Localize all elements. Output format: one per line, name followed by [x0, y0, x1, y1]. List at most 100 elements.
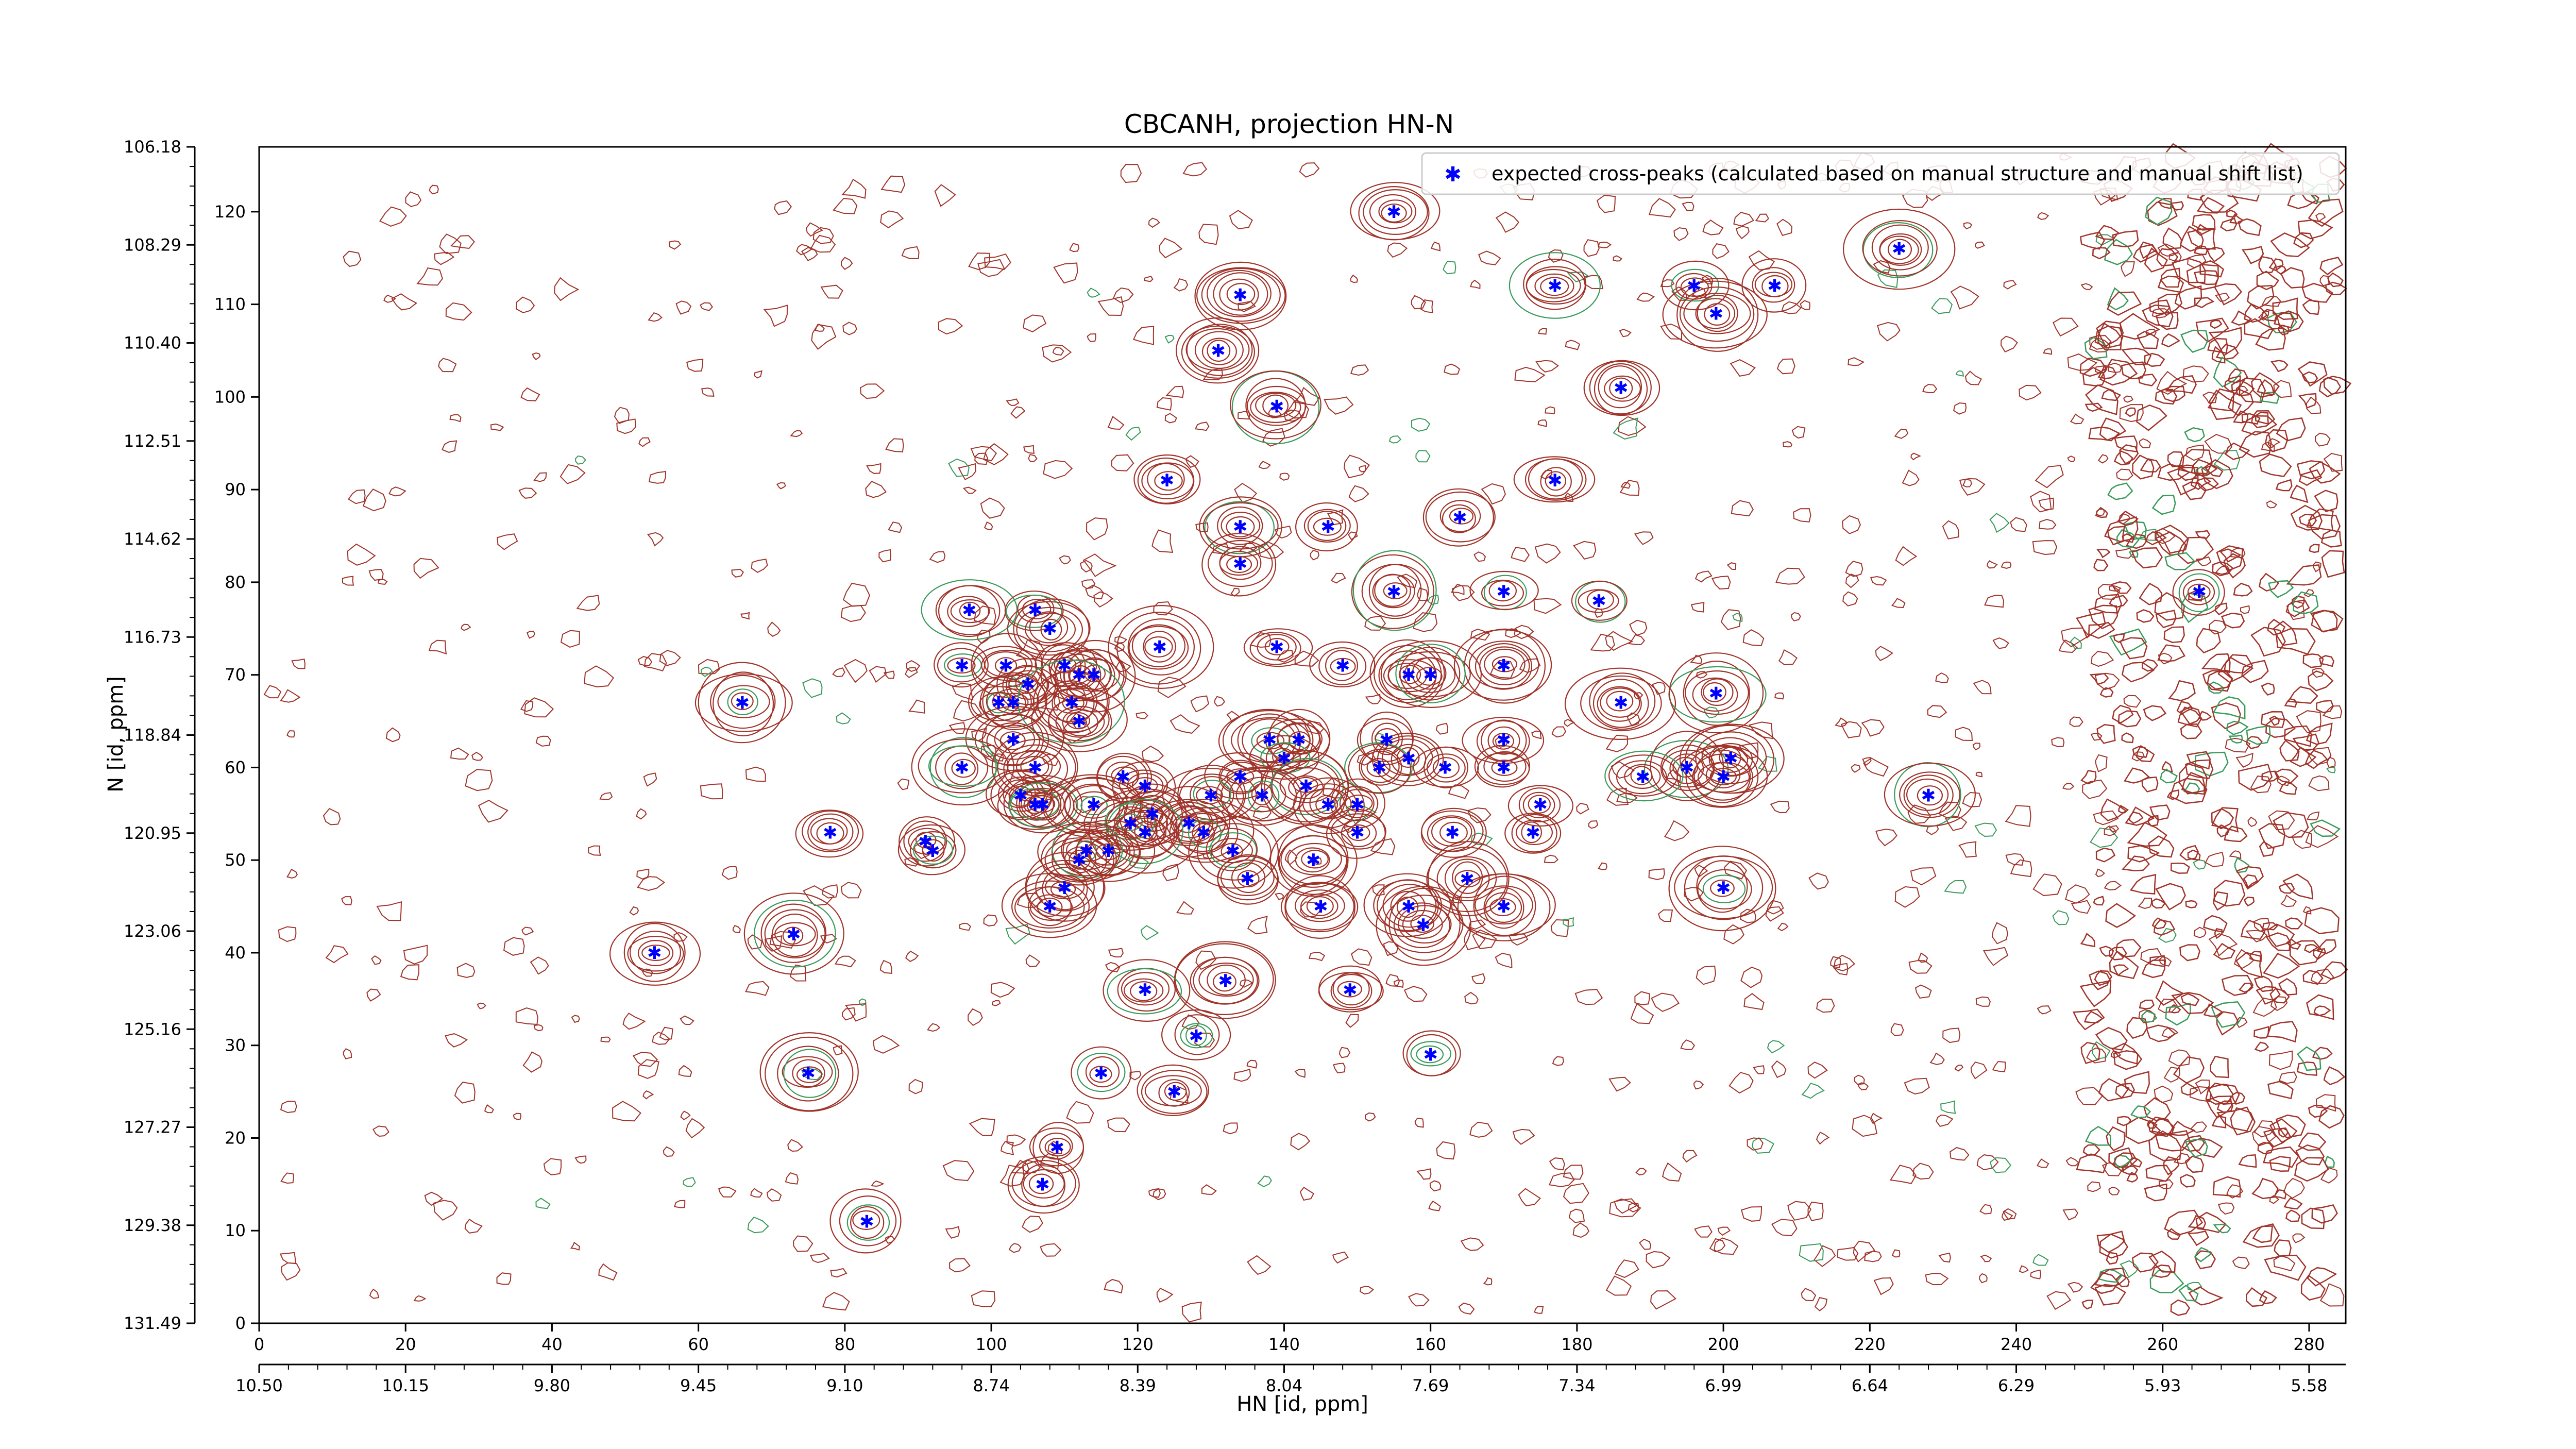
contour-line: [527, 630, 536, 639]
peak-contour: [1023, 1169, 1065, 1199]
contour-line: [1973, 680, 1992, 695]
peak-contour: [1134, 821, 1158, 843]
contour-line: [2182, 365, 2209, 383]
y-ppm-tick-label: 106.18: [124, 137, 181, 157]
contour-line: [1125, 427, 1141, 441]
contour-line: [342, 576, 354, 586]
contour-line: [1693, 1080, 1704, 1090]
contour-line: [731, 568, 744, 578]
contour-line: [2112, 704, 2134, 724]
contour-line: [2235, 752, 2253, 768]
y-ppm-tick-label: 108.29: [124, 235, 181, 255]
contour-line: [1833, 954, 1855, 972]
contour-line: [1085, 584, 1104, 600]
contour-line: [2283, 1197, 2303, 1210]
contour-line: [2215, 344, 2239, 360]
contour-line: [1712, 243, 1730, 259]
y-ppm-tick-label: 131.49: [124, 1313, 181, 1333]
contour-line: [2210, 1055, 2229, 1079]
contour-line: [1450, 583, 1465, 595]
contour-line: [497, 533, 518, 550]
contour-line: [2217, 656, 2254, 683]
contour-line: [1435, 722, 1449, 735]
peak-contour: [1422, 488, 1494, 547]
contour-line: [908, 699, 925, 714]
contour-line: [413, 558, 439, 579]
peak-contour: [846, 1204, 890, 1241]
contour-line: [1771, 1060, 1787, 1079]
peak-contour: [731, 692, 754, 711]
contour-line: [2232, 1256, 2250, 1269]
peak-marker: ✱: [647, 943, 662, 964]
contour-line: [1989, 1157, 2011, 1173]
contour-line: [1787, 1201, 1812, 1221]
contour-line: [747, 1216, 769, 1234]
contour-line: [2156, 248, 2179, 267]
contour-line: [1598, 241, 1612, 248]
contour-line: [1938, 1253, 1951, 1263]
peak-marker: ✱: [1591, 591, 1606, 612]
contour-line: [405, 191, 422, 207]
peak-contour: [1219, 278, 1259, 311]
contour-line: [1830, 956, 1841, 968]
peak-contour: [1378, 199, 1413, 224]
contour-line: [1664, 820, 1690, 841]
contour-line: [2084, 336, 2108, 360]
contour-line: [840, 882, 862, 899]
peak-contour: [1416, 1045, 1444, 1064]
contour-line: [1545, 406, 1555, 415]
y-axis-label: N [id, ppm]: [104, 676, 128, 793]
contour-line: [2166, 1228, 2181, 1240]
contour-line: [2282, 873, 2314, 900]
contour-line: [1618, 416, 1647, 436]
peak-contour: [713, 671, 774, 736]
contour-line: [2194, 297, 2215, 309]
contour-line: [2180, 706, 2201, 725]
contour-line: [842, 582, 870, 607]
peak-contour: [1662, 260, 1730, 311]
contour-line: [1975, 771, 1982, 778]
contour-line: [2195, 317, 2229, 343]
peak-marker: ✱: [1240, 869, 1255, 889]
contour-line: [2108, 1186, 2120, 1195]
contour-line: [2161, 333, 2180, 348]
contour-line: [1279, 473, 1290, 481]
contour-line: [2267, 580, 2294, 598]
contour-line: [574, 1155, 587, 1164]
x-ppm-tick-label: 5.93: [2144, 1376, 2181, 1395]
peak-contour: [2182, 579, 2215, 605]
contour-line: [2115, 1083, 2136, 1099]
peak-contour: [1174, 941, 1276, 1019]
contour-line: [2123, 695, 2142, 708]
peak-contour: [1086, 837, 1128, 866]
peak-marker: ✱: [1320, 517, 1335, 537]
contour-line: [1185, 455, 1199, 468]
contour-line: [1861, 719, 1885, 737]
contour-line: [2258, 823, 2285, 850]
peak-contour: [1052, 840, 1107, 881]
contour-line: [1770, 800, 1790, 814]
peak-contour: [2172, 569, 2225, 616]
peak-contour: [1442, 504, 1476, 533]
contour-line: [2286, 564, 2322, 586]
peak-contour: [839, 1195, 897, 1246]
contour-line: [810, 234, 836, 253]
contour-line: [2262, 922, 2278, 931]
contour-line: [2085, 384, 2119, 415]
contour-line: [2097, 322, 2123, 351]
peak-contour: [1395, 644, 1466, 703]
peak-contour: [1403, 657, 1456, 693]
peak-marker: ✱: [1035, 1174, 1050, 1195]
contour-line: [1989, 513, 2010, 533]
contour-line: [1468, 919, 1486, 930]
contour-line: [1053, 262, 1078, 284]
contour-line: [2097, 364, 2117, 379]
contour-line: [700, 666, 714, 678]
y-ppm-tick-label: 118.84: [124, 726, 181, 745]
contour-line: [2094, 594, 2122, 614]
contour-line: [413, 1295, 427, 1302]
peak-contour: [1040, 650, 1115, 702]
peak-contour: [1303, 509, 1351, 543]
contour-line: [1894, 428, 1909, 439]
peak-marker: ✱: [1372, 757, 1387, 778]
